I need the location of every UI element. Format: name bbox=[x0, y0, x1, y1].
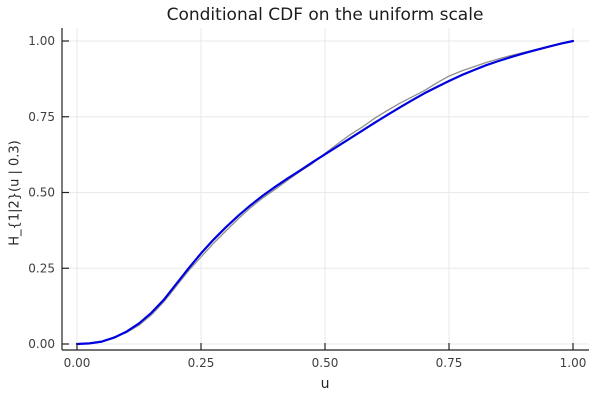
y-tick-label: 1.00 bbox=[28, 34, 55, 48]
y-tick-label: 0.50 bbox=[28, 186, 55, 200]
x-tick-label: 0.00 bbox=[64, 356, 91, 370]
series-blue-smooth bbox=[75, 39, 575, 346]
y-axis-label-text: H_{1|2}(u | 0.3) bbox=[7, 140, 23, 246]
y-tick-label: 0.00 bbox=[28, 337, 55, 351]
x-axis-label: u bbox=[320, 376, 330, 392]
x-tick-label: 0.50 bbox=[312, 356, 339, 370]
x-tick-label: 0.25 bbox=[188, 356, 215, 370]
y-tick-label: 0.75 bbox=[28, 110, 55, 124]
x-tick-label: 0.75 bbox=[436, 356, 463, 370]
x-tick-label: 1.00 bbox=[560, 356, 587, 370]
y-tick-label: 0.25 bbox=[28, 261, 55, 275]
plot-title: Conditional CDF on the uniform scale bbox=[166, 5, 484, 25]
